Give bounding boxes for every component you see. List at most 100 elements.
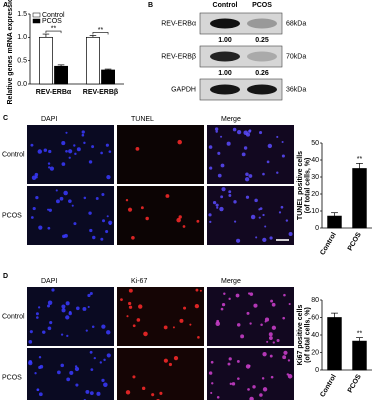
cell (28, 340, 33, 344)
cell (39, 364, 44, 369)
cell (163, 358, 168, 363)
cell (210, 360, 214, 364)
bar (352, 168, 367, 229)
cell (197, 336, 200, 339)
cell (34, 172, 39, 177)
panel-label: D (3, 273, 8, 280)
cell (243, 146, 248, 150)
cell (93, 356, 96, 360)
cell (83, 196, 87, 200)
cell (173, 355, 179, 361)
cell (47, 162, 51, 165)
cell (55, 189, 58, 192)
blot-band (210, 18, 240, 29)
cell (89, 228, 93, 233)
cell (288, 302, 291, 306)
panel-label: B (148, 2, 153, 9)
cell (262, 172, 265, 176)
blot-quant: 1.00 (218, 37, 232, 44)
cell (280, 205, 284, 209)
image-row: PCOS (2, 374, 22, 381)
cell (102, 219, 106, 223)
cell (208, 371, 213, 375)
cell (131, 235, 135, 240)
cell (270, 375, 274, 379)
cell (75, 306, 80, 311)
blot-size: 36kDa (286, 86, 306, 93)
cell (100, 237, 104, 241)
cell (269, 236, 273, 240)
cell (35, 312, 39, 316)
blot-column: Control (213, 2, 238, 9)
y-tick-label: 1.0 (17, 34, 27, 41)
cell (127, 207, 133, 212)
cell (89, 350, 93, 354)
bar (101, 69, 115, 85)
cell (285, 219, 289, 222)
cell (136, 318, 141, 322)
cell (255, 236, 258, 239)
cell (179, 318, 184, 323)
x-tick-label: REV-ERBβ (83, 89, 119, 96)
cell (183, 306, 187, 310)
cell (283, 293, 286, 297)
cell (287, 374, 293, 379)
cell (65, 301, 70, 306)
image-column: DAPI (41, 278, 57, 285)
cell (141, 386, 146, 391)
blot-row-label: REV-ERBβ (161, 53, 196, 60)
cell (276, 135, 279, 138)
cell (47, 226, 51, 230)
cell (209, 220, 212, 223)
cell (95, 197, 99, 200)
cell (151, 393, 155, 397)
cell (47, 300, 53, 305)
cell (47, 208, 50, 211)
cell (220, 195, 224, 199)
cell (62, 234, 66, 239)
y-axis-label: Relative genes mRNA expression (7, 0, 14, 105)
cell (248, 174, 253, 178)
cell (138, 304, 143, 309)
cell (259, 207, 263, 211)
cell (76, 147, 81, 152)
cell (168, 362, 172, 367)
cell (236, 238, 241, 243)
cell (177, 139, 182, 145)
cell (246, 311, 250, 315)
cell (217, 173, 222, 178)
cell (216, 396, 220, 399)
cell (145, 216, 149, 221)
cell (282, 316, 286, 320)
cell (36, 316, 39, 319)
cell (253, 303, 258, 308)
cell (31, 175, 37, 181)
cell (262, 387, 268, 392)
cell (228, 190, 232, 194)
cell (249, 396, 254, 400)
cell (61, 308, 66, 313)
cell (272, 341, 275, 344)
cell (96, 391, 101, 396)
micrograph (117, 186, 204, 245)
cell (262, 237, 267, 243)
micrograph (27, 287, 114, 346)
cell (264, 225, 267, 228)
y-tick-label: 10 (311, 208, 319, 215)
cell (61, 141, 66, 146)
cell (99, 361, 102, 364)
micrograph (117, 125, 204, 184)
cell (68, 156, 71, 159)
image-row: Control (2, 313, 25, 320)
cell (106, 353, 111, 358)
cell (60, 333, 64, 336)
cell (258, 216, 261, 219)
cell (68, 199, 72, 204)
cell (74, 366, 80, 372)
cell (226, 141, 231, 146)
cell (178, 215, 182, 219)
cell (89, 292, 93, 296)
cell (88, 160, 93, 164)
cell (267, 143, 273, 149)
y-axis-label: (of total cells, %) (304, 307, 311, 363)
